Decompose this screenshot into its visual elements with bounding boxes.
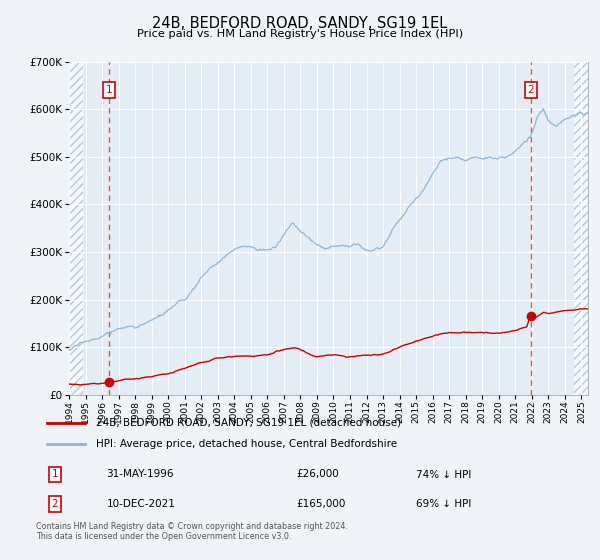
Text: 74% ↓ HPI: 74% ↓ HPI	[416, 469, 472, 479]
Text: Contains HM Land Registry data © Crown copyright and database right 2024.
This d: Contains HM Land Registry data © Crown c…	[36, 522, 348, 542]
Text: 24B, BEDFORD ROAD, SANDY, SG19 1EL: 24B, BEDFORD ROAD, SANDY, SG19 1EL	[152, 16, 448, 31]
Text: 69% ↓ HPI: 69% ↓ HPI	[416, 499, 472, 509]
Text: 2: 2	[52, 499, 58, 509]
Text: HPI: Average price, detached house, Central Bedfordshire: HPI: Average price, detached house, Cent…	[96, 439, 397, 449]
Text: 1: 1	[52, 469, 58, 479]
Text: 24B, BEDFORD ROAD, SANDY, SG19 1EL (detached house): 24B, BEDFORD ROAD, SANDY, SG19 1EL (deta…	[96, 418, 401, 428]
Text: 2: 2	[527, 85, 534, 95]
Bar	[69, 62, 83, 395]
Text: 1: 1	[106, 85, 112, 95]
Text: £26,000: £26,000	[296, 469, 340, 479]
Text: 10-DEC-2021: 10-DEC-2021	[107, 499, 175, 509]
Text: Price paid vs. HM Land Registry's House Price Index (HPI): Price paid vs. HM Land Registry's House …	[137, 29, 463, 39]
Text: £165,000: £165,000	[296, 499, 346, 509]
Text: 31-MAY-1996: 31-MAY-1996	[107, 469, 174, 479]
Bar	[574, 62, 588, 395]
